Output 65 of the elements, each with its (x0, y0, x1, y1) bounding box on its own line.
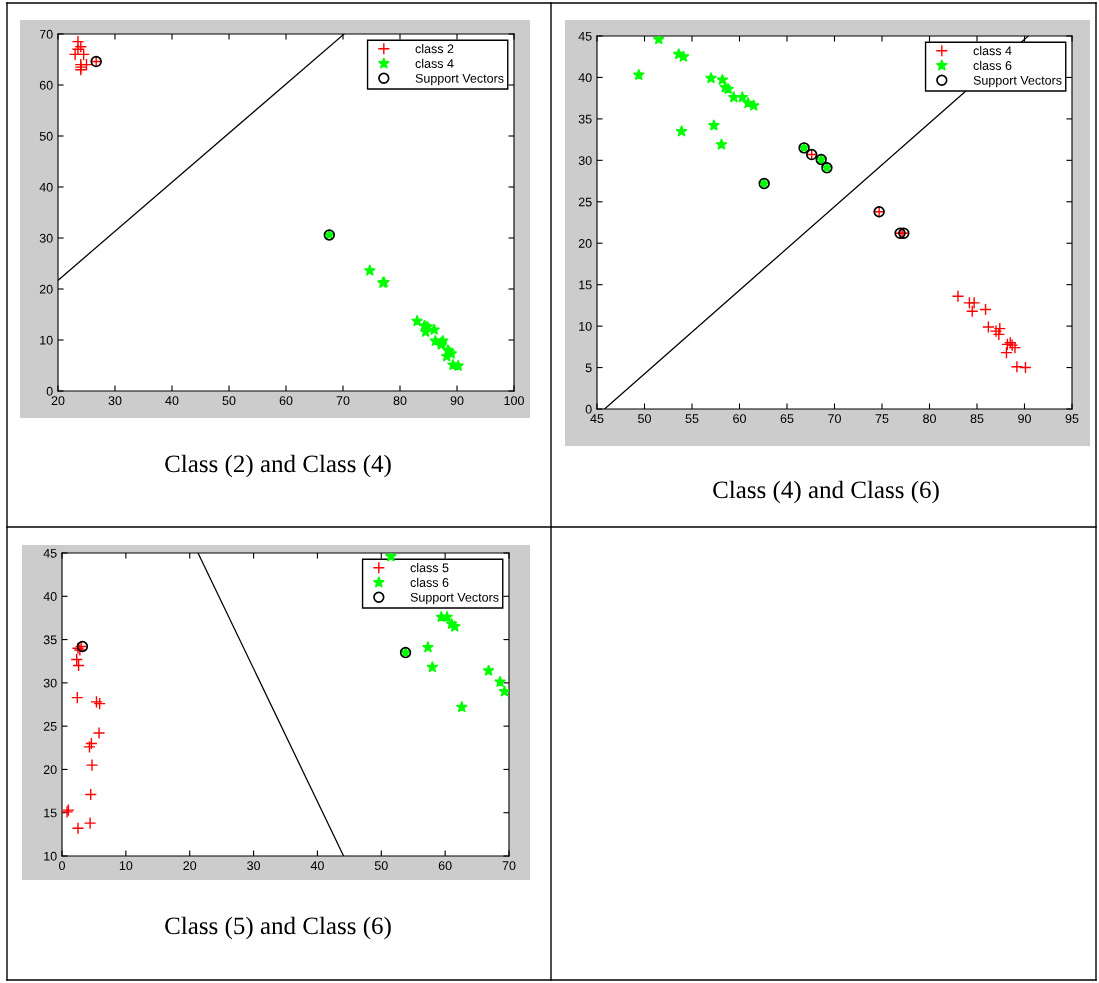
legend-label: Support Vectors (973, 75, 1062, 88)
y-tick-label: 30 (578, 156, 592, 165)
y-tick-label: 40 (578, 73, 592, 83)
legend-label: class 5 (410, 563, 449, 573)
legend-label: class 4 (415, 58, 454, 68)
y-tick-label: 15 (579, 280, 592, 290)
y-tick-label: 40 (43, 592, 57, 601)
y-tick-label: 25 (43, 721, 57, 731)
x-tick-label: 60 (733, 414, 746, 424)
x-tick-label: 20 (183, 861, 197, 871)
x-tick-label: 100 (504, 396, 524, 406)
x-tick-label: 20 (51, 396, 65, 406)
x-tick-label: 80 (393, 396, 407, 406)
y-tick-label: 0 (585, 404, 592, 414)
legend-label: Support Vectors (410, 592, 499, 605)
x-tick-label: 50 (222, 396, 236, 406)
y-tick-label: 45 (578, 31, 592, 41)
x-tick-label: 30 (108, 396, 122, 406)
x-tick-label: 95 (1065, 414, 1079, 424)
x-tick-label: 40 (165, 396, 179, 406)
text: Class (2) and Class (4) (165, 454, 391, 478)
y-tick-label: 50 (39, 131, 53, 141)
x-tick-label: 10 (119, 861, 133, 871)
y-tick-label: 30 (39, 233, 53, 243)
y-tick-label: 45 (43, 548, 57, 558)
text: Class (4) and Class (6) (713, 480, 939, 504)
legend-label: class 4 (973, 46, 1012, 56)
text: Class (5) and Class (6) (165, 916, 391, 940)
y-tick-label: 10 (579, 321, 592, 331)
x-tick-label: 40 (310, 861, 324, 871)
legend-label: class 6 (973, 60, 1012, 70)
x-tick-label: 60 (438, 861, 452, 871)
x-tick-label: 0 (59, 861, 65, 871)
x-tick-label: 65 (780, 414, 794, 424)
legend-label: class 2 (415, 44, 454, 54)
x-tick-label: 90 (450, 396, 464, 406)
y-tick-label: 20 (39, 284, 53, 294)
x-tick-label: 50 (638, 414, 651, 424)
y-tick-label: 60 (39, 80, 53, 90)
x-tick-label: 70 (336, 396, 350, 406)
x-tick-label: 90 (1018, 414, 1031, 424)
y-tick-label: 25 (578, 197, 592, 207)
x-tick-label: 55 (685, 414, 699, 424)
x-tick-label: 60 (279, 396, 293, 406)
y-tick-label: 5 (585, 363, 592, 373)
x-tick-label: 30 (247, 861, 261, 871)
y-tick-label: 20 (578, 239, 592, 248)
x-tick-label: 70 (828, 414, 841, 424)
legend-label: class 6 (410, 577, 449, 587)
y-tick-label: 10 (40, 335, 53, 345)
x-tick-label: 75 (875, 414, 889, 424)
y-tick-label: 35 (43, 635, 57, 645)
legend-label: Support Vectors (415, 73, 504, 86)
x-tick-label: 80 (923, 414, 936, 424)
x-tick-label: 85 (970, 414, 984, 424)
y-tick-label: 30 (43, 678, 57, 688)
y-tick-label: 40 (39, 182, 53, 192)
x-tick-label: 50 (374, 861, 388, 871)
y-tick-label: 20 (43, 765, 57, 775)
y-tick-label: 0 (46, 386, 53, 396)
y-tick-label: 35 (578, 114, 592, 124)
y-tick-label: 15 (44, 808, 57, 818)
x-tick-label: 70 (502, 861, 516, 871)
y-tick-label: 70 (39, 29, 53, 39)
y-tick-label: 10 (44, 851, 57, 861)
